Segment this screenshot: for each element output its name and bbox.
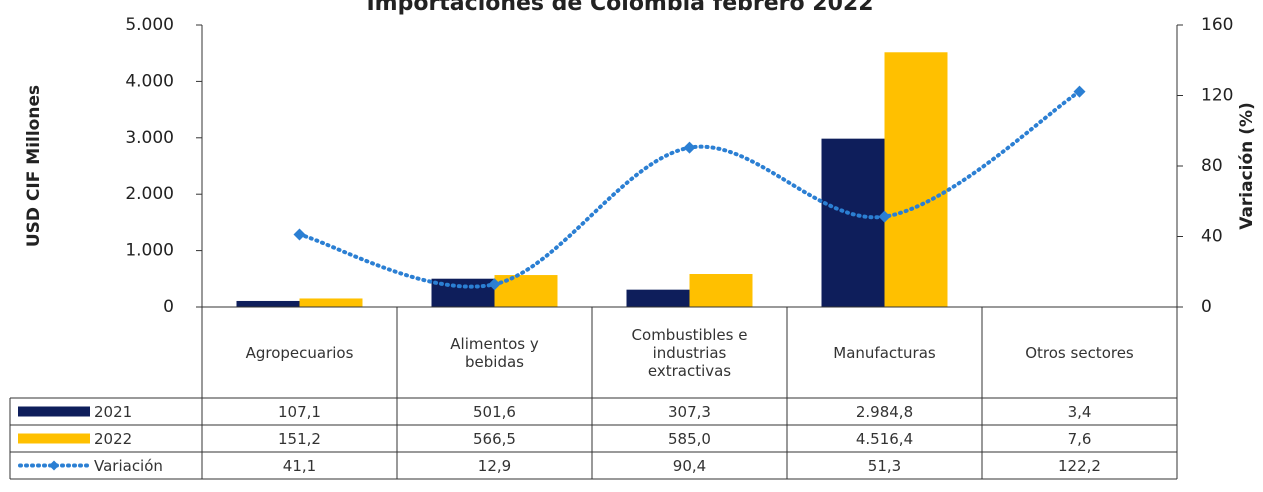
table-value: 12,9 — [477, 456, 512, 475]
y-tick-label: 0 — [163, 297, 174, 317]
bar — [236, 300, 300, 307]
y2-tick-label: 160 — [1201, 15, 1233, 35]
y-tick-label: 4.000 — [125, 71, 174, 91]
y2-axis-label: Variación (%) — [1237, 102, 1257, 230]
bar — [494, 275, 558, 307]
y2-tick-label: 40 — [1201, 227, 1223, 247]
chart-title: Importaciones de Colombia febrero 2022 — [366, 0, 873, 16]
y2-tick-label: 120 — [1201, 86, 1233, 106]
table-value: 566,5 — [473, 429, 516, 448]
y-tick-label: 3.000 — [125, 128, 174, 148]
legend-label: Variación — [94, 456, 163, 475]
legend-key — [18, 406, 90, 417]
table-value: 501,6 — [473, 402, 516, 421]
line — [297, 89, 1082, 289]
bar — [626, 289, 690, 307]
bar — [689, 274, 753, 307]
table-value: 4.516,4 — [855, 429, 914, 448]
bar — [884, 52, 948, 307]
table-value: 51,3 — [867, 456, 902, 475]
table-value: 3,4 — [1067, 402, 1092, 421]
line-marker — [293, 228, 306, 241]
line-marker — [878, 210, 891, 223]
y2-tick-label: 80 — [1201, 156, 1223, 176]
table-value: 7,6 — [1067, 429, 1092, 448]
table-value: 307,3 — [668, 402, 711, 421]
table-header: Manufacturas — [833, 343, 936, 362]
y-tick-label: 5.000 — [125, 15, 174, 35]
table-value: 151,2 — [278, 429, 321, 448]
table-value: 41,1 — [282, 456, 317, 475]
table-value: 122,2 — [1058, 456, 1101, 475]
table-value: 2.984,8 — [855, 402, 914, 421]
bar — [299, 298, 363, 307]
y-tick-label: 2.000 — [125, 184, 174, 204]
line-marker — [1073, 85, 1086, 98]
line-marker — [683, 141, 696, 154]
legend-key-marker — [49, 460, 59, 471]
y-axis-label: USD CIF Millones — [24, 85, 44, 247]
table-header: Alimentos y bebidas — [450, 334, 539, 371]
legend-label: 2021 — [94, 402, 133, 421]
table-value: 585,0 — [668, 429, 711, 448]
table-header: Combustibles e industrias extractivas — [631, 325, 748, 380]
table-header: Otros sectores — [1025, 343, 1134, 362]
y-tick-label: 1.000 — [125, 241, 174, 261]
bar — [821, 138, 885, 307]
line-marker — [488, 278, 501, 291]
table-value: 90,4 — [672, 456, 707, 475]
table-header: Agropecuarios — [245, 343, 354, 362]
legend-label: 2022 — [94, 429, 133, 448]
y2-tick-label: 0 — [1201, 297, 1212, 317]
table-value: 107,1 — [278, 402, 321, 421]
legend-key — [18, 433, 90, 444]
